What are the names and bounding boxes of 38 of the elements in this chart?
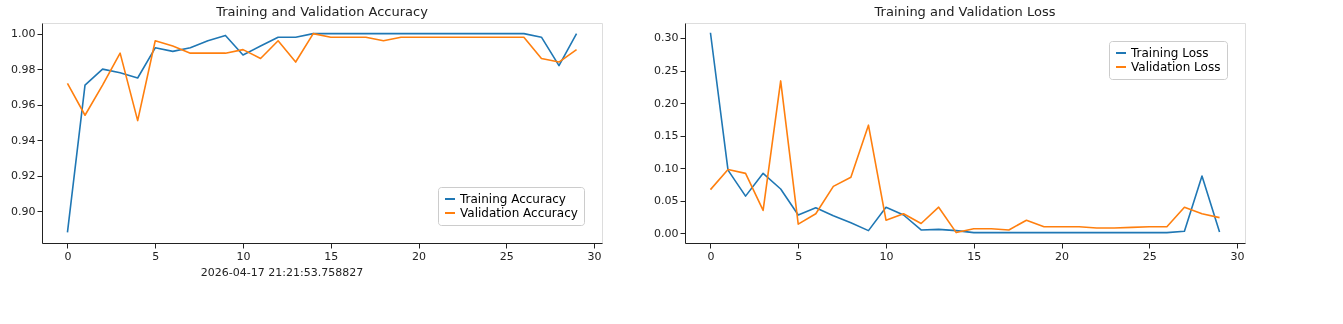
y-tick-label: 0.25 [654, 64, 679, 78]
x-tick-label: 20 [1055, 249, 1070, 263]
x-tick-label: 30 [587, 249, 602, 263]
y-tick-label: 0.05 [654, 194, 679, 208]
y-tick-label: 1.00 [11, 27, 36, 41]
y-tick-label: 0.20 [654, 96, 679, 110]
x-tick-label: 25 [1142, 249, 1157, 263]
x-tick-label: 10 [236, 249, 251, 263]
y-tick-label: 0.00 [654, 226, 679, 240]
y-tick-label: 0.15 [654, 129, 679, 143]
x-tick-label: 0 [707, 249, 715, 263]
y-tick-label: 0.94 [11, 133, 36, 147]
legend-label: Validation Accuracy [460, 206, 578, 220]
x-tick-label: 30 [1230, 249, 1245, 263]
y-tick-label: 0.10 [654, 161, 679, 175]
x-tick-label: 15 [324, 249, 339, 263]
legend-label: Training Accuracy [459, 192, 566, 206]
x-tick-label: 5 [152, 249, 160, 263]
line-series [709, 31, 1221, 234]
x-tick-label: 25 [499, 249, 514, 263]
y-tick-label: 0.30 [654, 31, 679, 45]
y-tick-label: 0.96 [11, 98, 36, 112]
x-tick-label: 15 [967, 249, 982, 263]
chart-title: Training and Validation Loss [873, 4, 1056, 19]
text: 2026-04-17 21:21:53.758827 [200, 266, 364, 279]
line-series [66, 32, 578, 122]
y-tick-label: 0.90 [11, 204, 36, 218]
chart-title: Training and Validation Accuracy [215, 4, 429, 19]
x-tick-label: 20 [412, 249, 427, 263]
line-series [709, 80, 1221, 234]
line-series [66, 32, 578, 234]
legend-label: Training Loss [1130, 46, 1209, 60]
x-tick-label: 10 [879, 249, 894, 263]
y-tick-label: 0.98 [11, 62, 36, 76]
x-tick-label: 0 [64, 249, 72, 263]
y-tick-label: 0.92 [11, 169, 36, 183]
legend-label: Validation Loss [1131, 60, 1221, 74]
x-tick-label: 5 [795, 249, 803, 263]
